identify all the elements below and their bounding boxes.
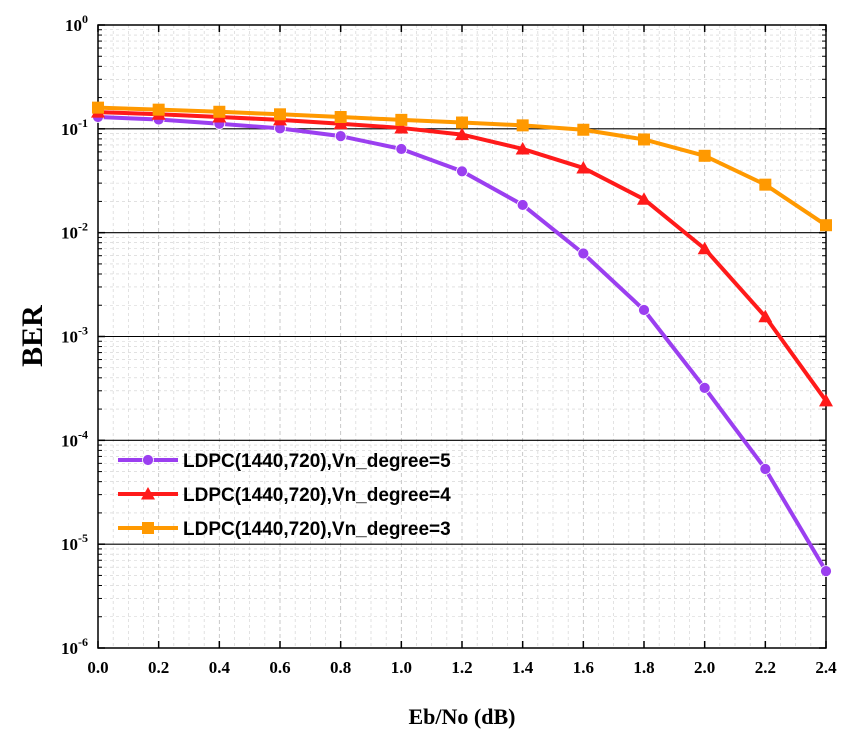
data-point-square (213, 105, 226, 118)
x-tick-label: 1.4 (512, 658, 534, 677)
data-point-triangle (758, 309, 773, 323)
x-tick-label: 1.0 (391, 658, 412, 677)
y-axis-title: BER (16, 305, 49, 367)
x-tick-label: 0.8 (330, 658, 351, 677)
series-layer (91, 101, 833, 578)
x-tick-labels: 0.0 0.2 0.4 0.6 0.8 1.0 1.2 1.4 1.6 1.8 2.0 2.2 2.4 (87, 658, 837, 677)
data-point-square (820, 219, 832, 232)
x-tick-label: 0.2 (148, 658, 169, 677)
data-point-square (456, 116, 468, 129)
data-point-circle (516, 199, 529, 211)
legend-label: LDPC(1440,720),Vn_degree=5 (183, 451, 451, 472)
x-tick-label: 1.6 (573, 658, 594, 677)
data-point-square (274, 108, 286, 121)
data-point-triangle (576, 160, 591, 174)
data-point-circle (820, 565, 832, 578)
legend-label: LDPC(1440,720),Vn_degree=4 (183, 485, 451, 506)
legend: LDPC(1440,720),Vn_degree=5 LDPC(1440,720)… (118, 451, 451, 540)
data-point-circle (334, 130, 347, 143)
legend-item-3: LDPC(1440,720),Vn_degree=3 (118, 519, 451, 540)
x-tick-label: 2.4 (815, 658, 837, 677)
x-tick-label: 0.4 (209, 658, 231, 677)
data-point-square (334, 111, 347, 124)
data-point-circle (577, 247, 590, 260)
series-3 (92, 101, 832, 232)
legend-marker (142, 454, 154, 466)
data-point-circle (395, 143, 408, 155)
x-tick-label: 2.0 (694, 658, 715, 677)
y-tick-label: 10-6 (61, 635, 88, 658)
y-tick-labels: 100 10-1 10-2 10-3 10-4 10-5 10-6 (61, 12, 88, 658)
data-point-circle (456, 165, 468, 178)
y-tick-label: 10-4 (61, 427, 88, 450)
x-axis-title: Eb/No (dB) (409, 704, 516, 729)
major-grid (98, 128, 826, 545)
y-tick-label: 100 (65, 12, 88, 35)
axis-ticks (97, 24, 827, 649)
data-point-square (638, 133, 650, 146)
legend-marker (141, 487, 155, 500)
data-point-square (92, 101, 104, 114)
data-point-square (759, 178, 772, 191)
data-point-square (577, 123, 590, 136)
y-tick-label: 10-5 (61, 531, 88, 554)
data-point-triangle (394, 120, 409, 134)
data-point-triangle (819, 393, 833, 407)
x-tick-label: 1.8 (633, 658, 654, 677)
x-tick-label: 0.6 (269, 658, 290, 677)
data-point-square (152, 103, 165, 116)
data-point-triangle (697, 241, 712, 255)
data-point-circle (638, 304, 650, 316)
x-tick-label: 1.2 (451, 658, 472, 677)
y-tick-label: 10-2 (61, 220, 88, 243)
data-point-square (698, 149, 711, 162)
legend-item-1: LDPC(1440,720),Vn_degree=5 (118, 451, 451, 472)
data-point-circle (759, 463, 772, 475)
legend-marker (142, 522, 154, 534)
data-point-triangle (515, 141, 530, 155)
x-tick-label: 0.0 (87, 658, 108, 677)
x-tick-label: 2.2 (755, 658, 776, 677)
legend-label: LDPC(1440,720),Vn_degree=3 (183, 519, 451, 540)
data-point-square (395, 113, 408, 126)
data-point-square (516, 119, 529, 132)
legend-item-2: LDPC(1440,720),Vn_degree=4 (118, 485, 451, 506)
y-tick-label: 10-3 (61, 324, 88, 347)
data-point-triangle (637, 192, 651, 205)
y-tick-label: 10-1 (61, 116, 88, 139)
data-point-circle (698, 381, 711, 394)
series-1 (92, 111, 832, 578)
data-point-triangle (455, 127, 469, 141)
